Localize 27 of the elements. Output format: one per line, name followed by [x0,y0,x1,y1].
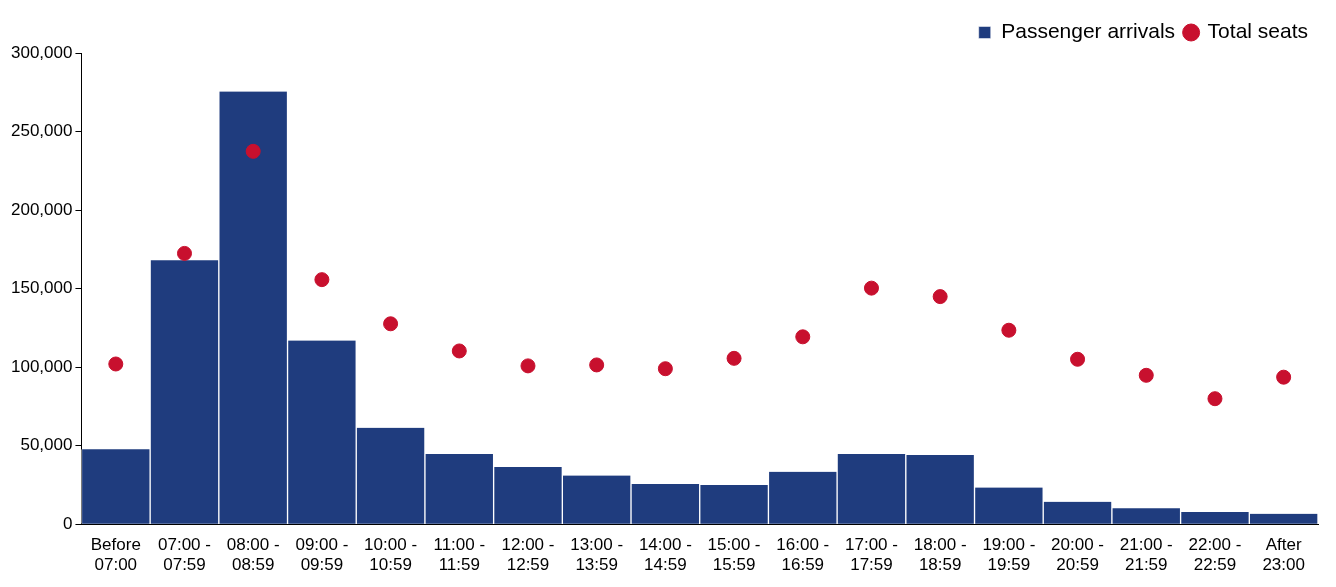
y-tick-label: 50,000 [20,435,73,455]
x-tick-label: 09:00 - 09:59 [295,535,349,575]
y-tick-label: 100,000 [11,356,73,376]
x-tick-label: 21:00 - 21:59 [1119,535,1173,575]
x-tick-label: 07:00 - 07:59 [158,535,211,575]
x-tick-label: 16:00 - 16:59 [776,535,830,575]
x-tick-label: 10:00 - 10:59 [364,535,418,575]
x-tick-label: 19:00 - 19:59 [982,535,1036,575]
x-tick-label: 14:00 - 14:59 [638,535,692,575]
x-tick-label: 20:00 - 20:59 [1051,535,1105,575]
x-tick-label: 13:00 - 13:59 [570,535,624,575]
x-tick-label: Before 07:00 [90,535,141,575]
x-tick-label: 08:00 - 08:59 [226,535,280,575]
x-tick-label: 18:00 - 18:59 [913,535,967,575]
y-tick-label: 150,000 [11,278,73,298]
x-tick-label: 12:00 - 12:59 [501,535,555,575]
x-tick-label: 17:00 - 17:59 [845,535,898,575]
legend-label: Passenger arrivals [1001,19,1176,43]
x-tick-label: 15:00 - 15:59 [707,535,761,575]
y-tick-label: 300,000 [11,42,73,62]
legend-label: Total seats [1207,19,1308,43]
y-tick-label: 0 [62,513,73,533]
x-tick-label: 22:00 - 22:59 [1188,535,1242,575]
y-tick-label: 250,000 [11,121,73,141]
x-tick-label: 11:00 - 11:59 [433,535,486,575]
y-tick-label: 200,000 [11,199,73,219]
x-tick-label: After 23:00 [1262,535,1305,575]
